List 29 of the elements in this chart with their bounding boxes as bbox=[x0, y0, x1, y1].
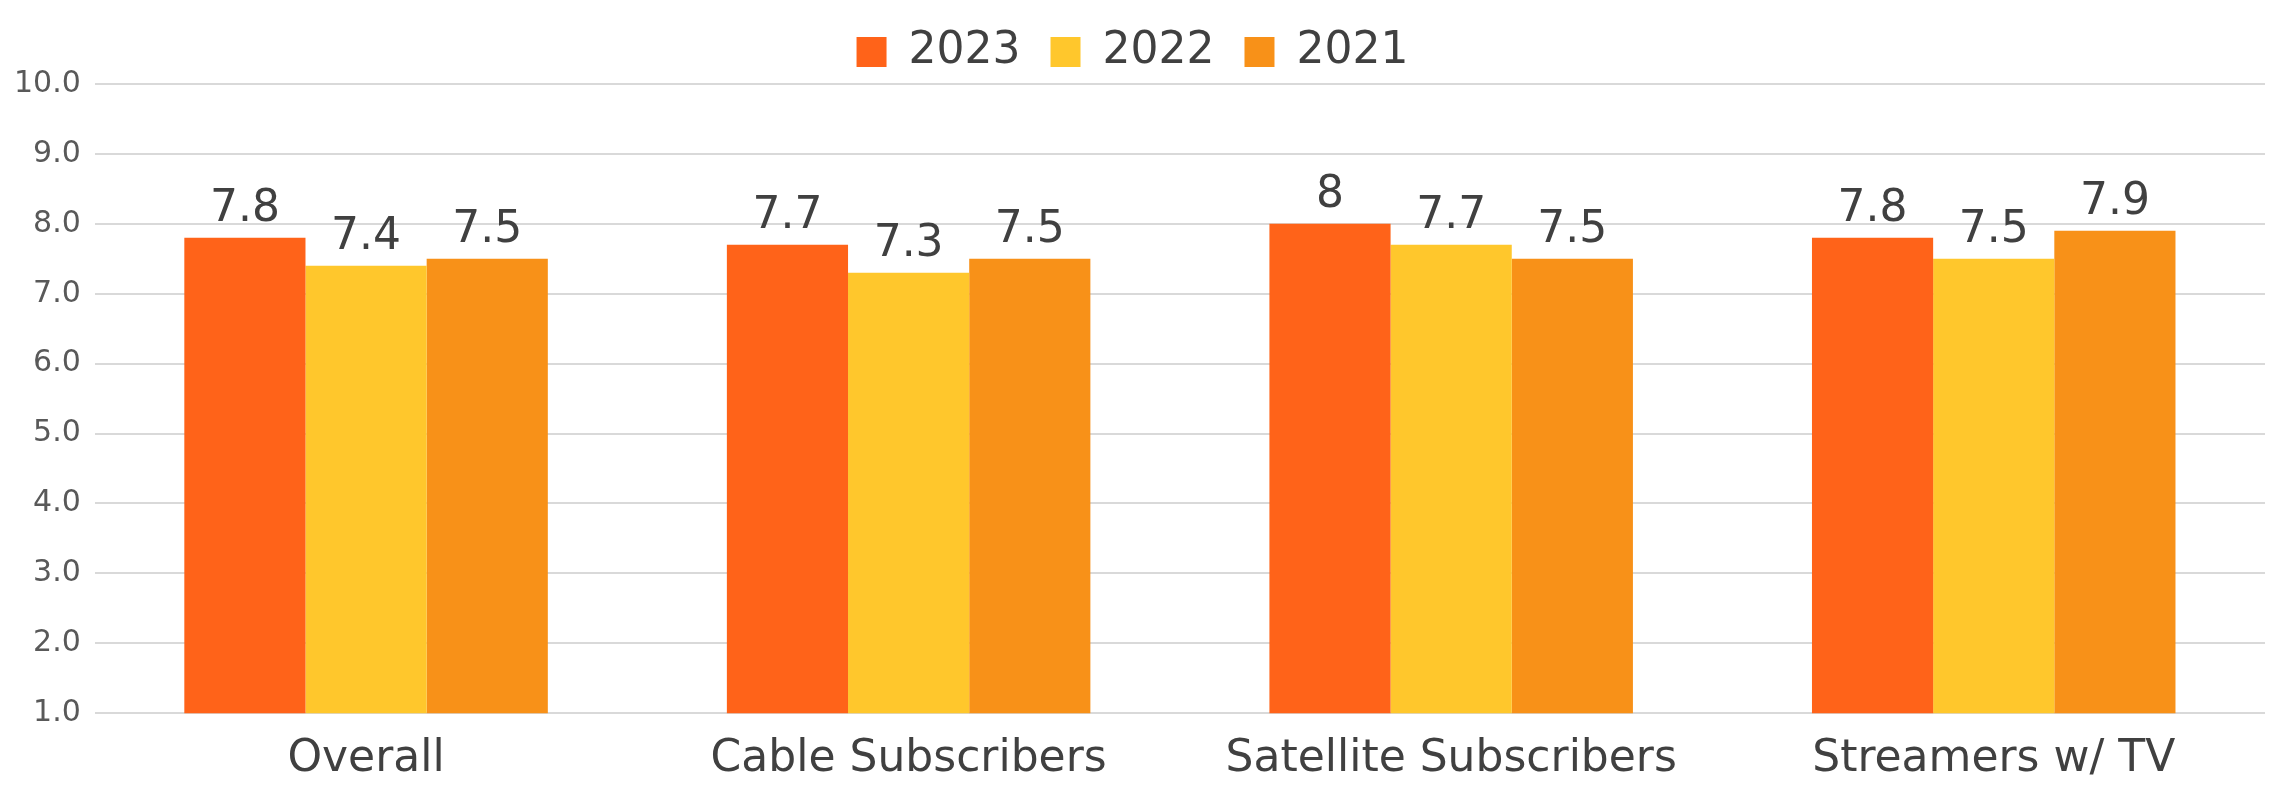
data-label: 7.5 bbox=[452, 201, 523, 253]
y-tick-label: 7.0 bbox=[33, 273, 81, 309]
y-tick-label: 9.0 bbox=[33, 133, 81, 169]
data-label: 7.8 bbox=[1837, 180, 1908, 232]
y-tick-label: 3.0 bbox=[33, 553, 81, 589]
data-label: 7.7 bbox=[752, 187, 823, 239]
y-tick-label: 10.0 bbox=[14, 63, 81, 99]
y-tick-label: 1.0 bbox=[33, 693, 81, 728]
x-tick-label: Satellite Subscribers bbox=[1225, 730, 1677, 782]
data-label: 7.5 bbox=[994, 201, 1065, 253]
data-label: 7.3 bbox=[873, 215, 944, 267]
x-tick-label: Overall bbox=[287, 730, 445, 782]
data-label: 7.5 bbox=[1958, 201, 2029, 253]
y-tick-label: 5.0 bbox=[33, 413, 81, 449]
y-tick-label: 2.0 bbox=[33, 623, 81, 659]
data-label: 7.4 bbox=[331, 208, 402, 260]
data-label: 7.9 bbox=[2079, 173, 2150, 225]
data-label: 7.7 bbox=[1416, 187, 1487, 239]
y-tick-label: 6.0 bbox=[33, 343, 81, 379]
x-tick-label: Cable Subscribers bbox=[710, 730, 1107, 782]
legend-label: 2023 bbox=[908, 22, 1021, 74]
y-tick-label: 8.0 bbox=[33, 203, 81, 239]
data-label: 7.5 bbox=[1537, 201, 1608, 253]
legend-label: 2021 bbox=[1296, 22, 1409, 74]
x-tick-label: Streamers w/ TV bbox=[1812, 730, 2176, 782]
data-label: 7.8 bbox=[209, 180, 280, 232]
legend-label: 2022 bbox=[1102, 22, 1215, 74]
y-tick-label: 4.0 bbox=[33, 483, 81, 519]
data-label: 8 bbox=[1316, 166, 1344, 218]
